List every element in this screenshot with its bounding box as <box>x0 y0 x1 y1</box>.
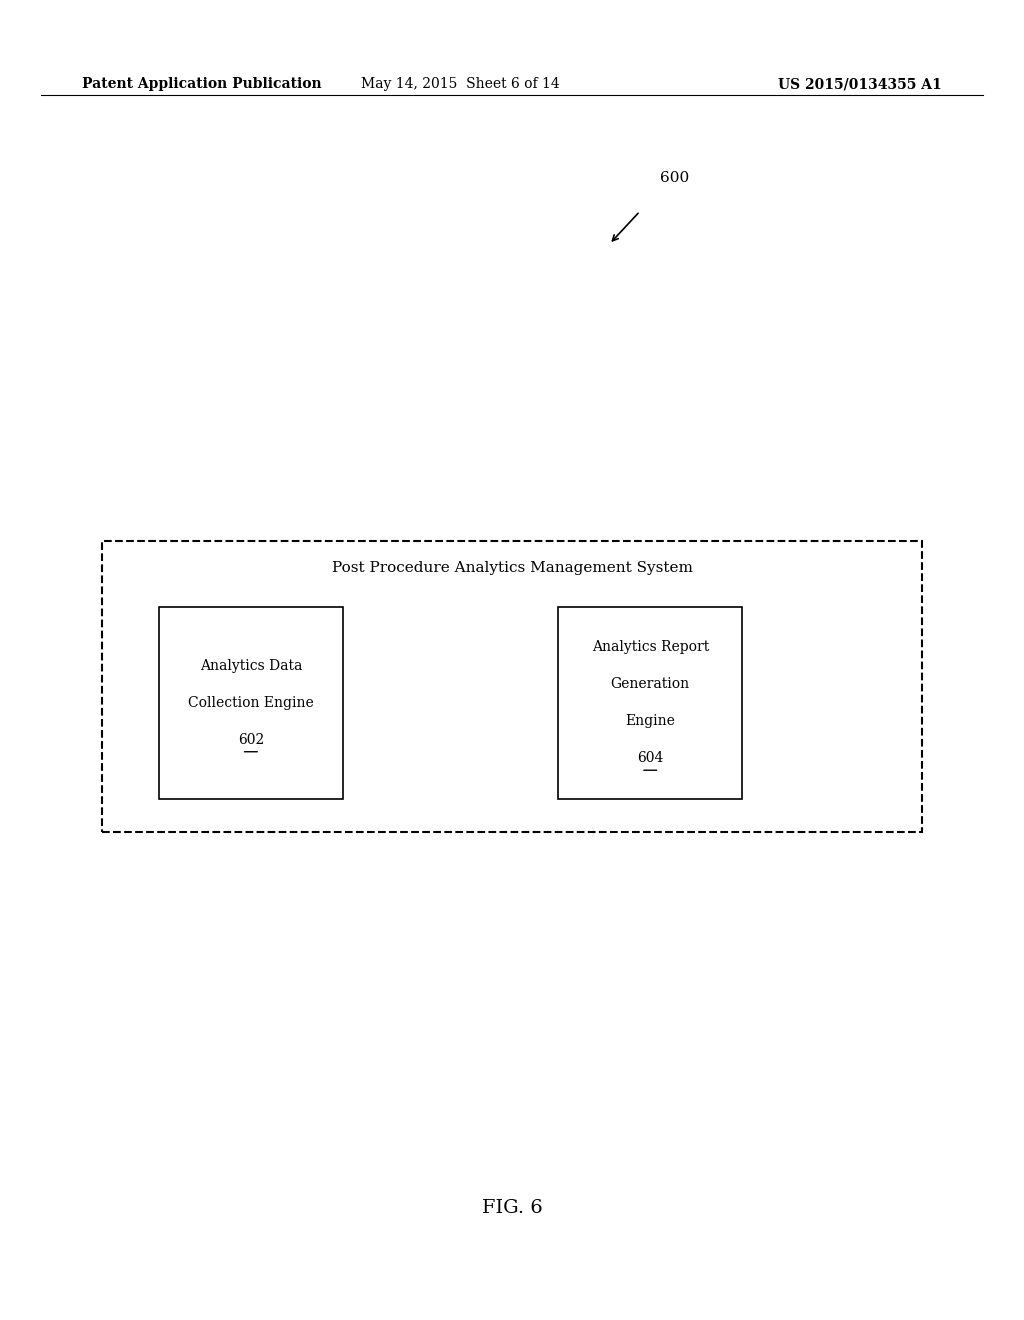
Text: Post Procedure Analytics Management System: Post Procedure Analytics Management Syst… <box>332 561 692 576</box>
Text: Generation: Generation <box>610 677 690 692</box>
FancyBboxPatch shape <box>102 541 922 832</box>
FancyBboxPatch shape <box>558 607 742 799</box>
Text: FIG. 6: FIG. 6 <box>481 1199 543 1217</box>
Text: Patent Application Publication: Patent Application Publication <box>82 78 322 91</box>
Text: 600: 600 <box>660 170 690 185</box>
Text: 602: 602 <box>238 733 264 747</box>
Text: US 2015/0134355 A1: US 2015/0134355 A1 <box>778 78 942 91</box>
Text: 604: 604 <box>637 751 664 766</box>
Text: Analytics Report: Analytics Report <box>592 640 709 655</box>
FancyBboxPatch shape <box>159 607 343 799</box>
Text: Analytics Data: Analytics Data <box>200 659 302 673</box>
Text: Engine: Engine <box>626 714 675 729</box>
Text: May 14, 2015  Sheet 6 of 14: May 14, 2015 Sheet 6 of 14 <box>361 78 560 91</box>
Text: Collection Engine: Collection Engine <box>188 696 313 710</box>
